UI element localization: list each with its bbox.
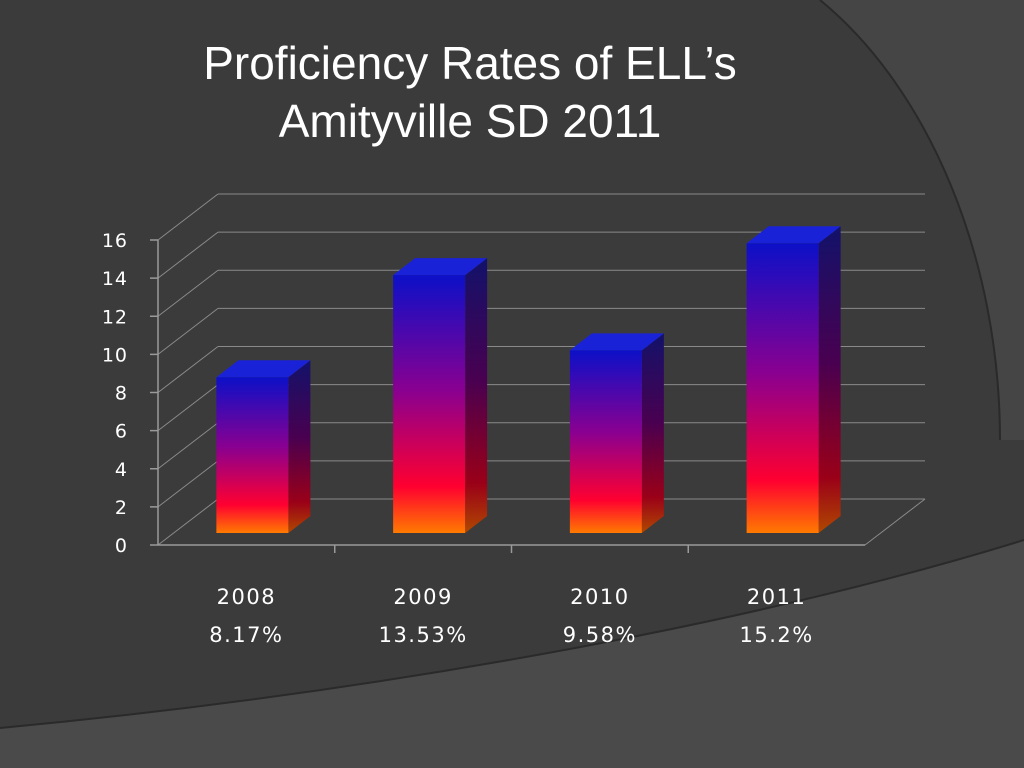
y-tick-label: 12 <box>102 306 128 328</box>
bar <box>216 377 289 533</box>
y-tick-label: 8 <box>115 383 128 405</box>
x-category-value-label: 9.58% <box>563 623 637 647</box>
gridline-side <box>157 460 219 508</box>
y-tick-label: 4 <box>115 459 128 481</box>
gridline-side <box>157 193 219 241</box>
gridline-side <box>157 231 219 279</box>
bar-top <box>569 333 664 351</box>
gridline-side <box>157 346 219 393</box>
gridline-side <box>157 269 219 317</box>
x-category-value-label: 13.53% <box>379 623 468 647</box>
x-category-label: 2008 <box>217 585 276 609</box>
bar-side <box>818 226 841 533</box>
slide-title: Proficiency Rates of ELL’s Amityville SD… <box>60 34 880 150</box>
bar <box>393 275 466 533</box>
floor-edge <box>864 498 926 546</box>
y-tick-label: 6 <box>115 421 128 443</box>
x-category-label: 2011 <box>747 585 806 609</box>
plot-area: 0 2 4 6 8 10 12 14 16 2008 8.17% 2009 13.53% 2010 9.58… <box>102 193 926 647</box>
gridline-side <box>157 422 219 470</box>
bar-top <box>393 258 488 276</box>
bar-side <box>288 360 311 533</box>
y-tick-label: 14 <box>102 268 128 290</box>
bar <box>569 350 642 533</box>
y-tick-label: 2 <box>115 497 128 519</box>
bar-side <box>641 333 664 533</box>
bar-top <box>216 360 311 378</box>
x-category-value-label: 8.17% <box>209 623 283 647</box>
title-line-2: Amityville SD 2011 <box>278 95 662 147</box>
x-category-label: 2009 <box>393 585 452 609</box>
y-tick-label: 10 <box>102 344 128 366</box>
x-category-value-label: 15.2% <box>740 623 814 647</box>
gridline-side <box>157 307 219 355</box>
gridline-side <box>157 498 219 546</box>
x-category-label: 2010 <box>570 585 629 609</box>
bar-top <box>746 226 841 244</box>
bar-side <box>465 258 488 533</box>
gridline-side <box>157 384 219 432</box>
title-line-1: Proficiency Rates of ELL’s <box>203 37 737 89</box>
y-tick-label: 16 <box>102 230 128 252</box>
bar <box>746 243 819 533</box>
y-tick-label: 0 <box>115 535 128 557</box>
